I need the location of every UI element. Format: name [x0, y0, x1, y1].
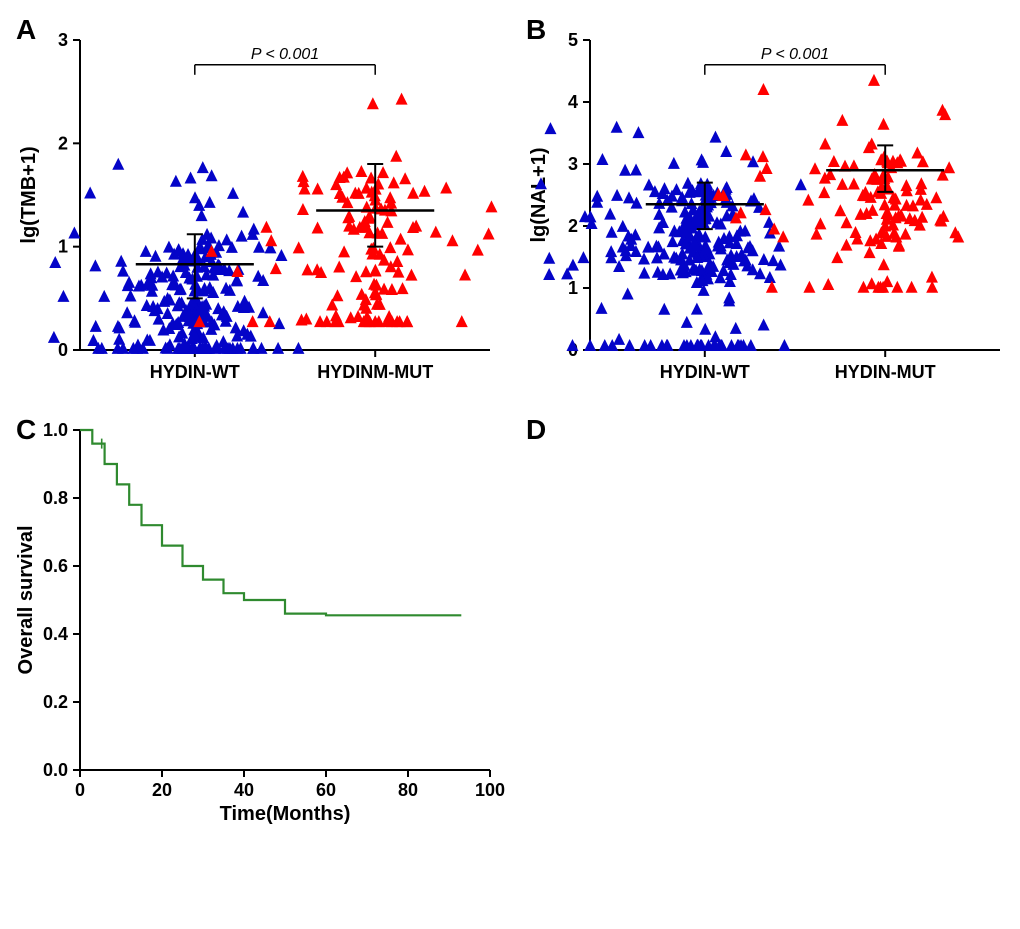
svg-text:1.0: 1.0 — [43, 420, 68, 440]
svg-text:100: 100 — [475, 780, 505, 800]
panel-a-chart: 0 1 2 3 lg(TMB+1) HYDIN-WT HYDINM-MUT P < 0.001 — [10, 10, 510, 400]
svg-text:lg(TMB+1): lg(TMB+1) — [18, 146, 40, 243]
panel-a-label: A — [16, 14, 36, 46]
svg-text:lg(NAL+1): lg(NAL+1) — [528, 148, 550, 243]
panel-c-label: C — [16, 414, 36, 446]
panel-c: C 0.0 0.2 0.4 0.6 0.8 1.0 0 20 40 60 80 100 Overall … — [10, 410, 510, 900]
svg-text:Overall survival: Overall survival — [15, 526, 37, 675]
svg-text:HYDIN-WT: HYDIN-WT — [150, 362, 240, 382]
svg-text:0.2: 0.2 — [43, 692, 68, 712]
svg-text:2: 2 — [568, 216, 578, 236]
svg-text:20: 20 — [152, 780, 172, 800]
svg-text:Time(Months): Time(Months) — [220, 803, 351, 825]
svg-text:3: 3 — [568, 154, 578, 174]
svg-text:HYDINM-MUT: HYDINM-MUT — [317, 362, 433, 382]
svg-text:0.4: 0.4 — [43, 624, 68, 644]
svg-text:P < 0.001: P < 0.001 — [251, 46, 319, 63]
svg-text:0.8: 0.8 — [43, 488, 68, 508]
panel-d-chart — [520, 410, 1020, 900]
svg-text:4: 4 — [568, 92, 578, 112]
svg-text:HYDIN-WT: HYDIN-WT — [660, 362, 750, 382]
panel-a: A 0 1 2 3 lg(TMB+1) HYDIN-WT HYDINM-MUT P < 0.0… — [10, 10, 510, 400]
svg-text:3: 3 — [58, 30, 68, 50]
svg-text:0: 0 — [75, 780, 85, 800]
svg-text:1: 1 — [568, 278, 578, 298]
svg-text:P < 0.001: P < 0.001 — [761, 46, 829, 63]
svg-text:40: 40 — [234, 780, 254, 800]
svg-text:60: 60 — [316, 780, 336, 800]
panel-c-chart: 0.0 0.2 0.4 0.6 0.8 1.0 0 20 40 60 80 100 Overall su… — [10, 410, 510, 900]
panel-b: B 012345lg(NAL+1)HYDIN-WTHYDIN-MUTP < 0.… — [520, 10, 1020, 400]
svg-text:HYDIN-MUT: HYDIN-MUT — [835, 362, 936, 382]
svg-text:0.6: 0.6 — [43, 556, 68, 576]
svg-text:5: 5 — [568, 30, 578, 50]
svg-text:2: 2 — [58, 133, 68, 153]
svg-text:0.0: 0.0 — [43, 760, 68, 780]
panel-d: D — [520, 410, 1020, 900]
panel-b-chart: 012345lg(NAL+1)HYDIN-WTHYDIN-MUTP < 0.00… — [520, 10, 1020, 400]
svg-text:1: 1 — [58, 237, 68, 257]
panel-d-label: D — [526, 414, 546, 446]
svg-text:0: 0 — [58, 340, 68, 360]
panel-b-label: B — [526, 14, 546, 46]
svg-text:80: 80 — [398, 780, 418, 800]
